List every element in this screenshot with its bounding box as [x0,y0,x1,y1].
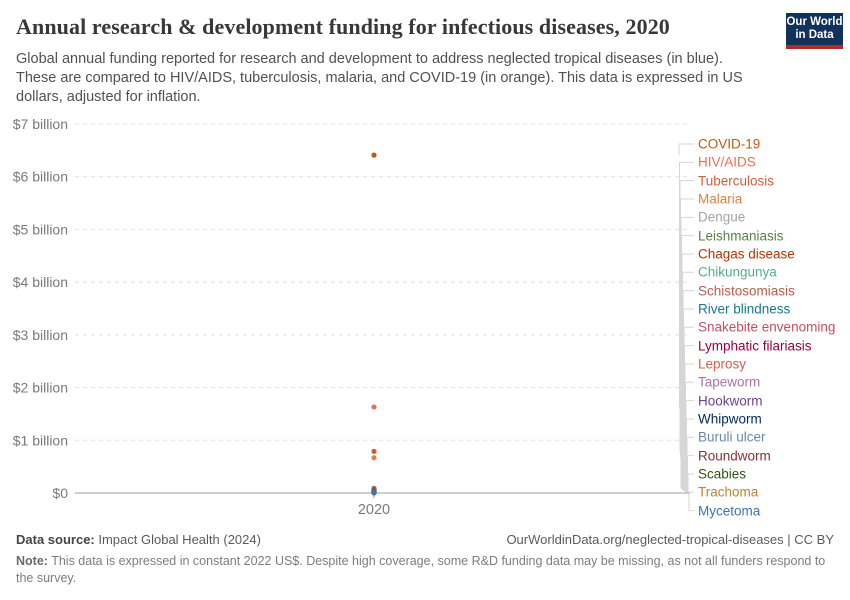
y-axis-tick-label: $3 billion [13,327,68,343]
legend-item-hookworm[interactable]: Hookworm [698,392,763,408]
data-point-malaria[interactable] [371,455,377,461]
legend-item-schistosomiasis[interactable]: Schistosomiasis [698,282,795,298]
chart-note: Note: This data is expressed in constant… [16,553,830,588]
legend-item-trachoma[interactable]: Trachoma [698,484,759,500]
legend-item-whipworm[interactable]: Whipworm [698,411,762,427]
data-source-label: Data source: [16,532,95,547]
data-source: Data source: Impact Global Health (2024) [16,532,261,547]
legend-item-leishmaniasis[interactable]: Leishmaniasis [698,227,784,243]
data-point-mycetoma[interactable] [371,490,377,496]
legend-item-dengue[interactable]: Dengue [698,209,746,225]
legend-leader-line [678,143,694,156]
x-axis-tick-label: 2020 [358,502,390,518]
legend-item-snakebite-envenoming[interactable]: Snakebite envenoming [698,319,836,335]
y-axis-tick-label: $7 billion [13,116,68,132]
legend-item-malaria[interactable]: Malaria [698,191,743,207]
y-axis-tick-label: $5 billion [13,221,68,237]
legend-item-roundworm[interactable]: Roundworm [698,447,771,463]
data-point-tuberculosis[interactable] [371,448,377,454]
legend-leader-line [688,492,694,512]
data-source-value: Impact Global Health (2024) [94,532,261,547]
attribution-link[interactable]: OurWorldinData.org/neglected-tropical-di… [506,532,834,547]
legend-item-hiv-aids[interactable]: HIV/AIDS [698,154,756,170]
owid-logo[interactable]: Our World in Data [786,13,843,49]
data-point-hiv-aids[interactable] [371,404,377,410]
y-axis-tick-label: $1 billion [13,432,68,448]
y-axis-tick-label: $6 billion [13,169,68,185]
legend-leader-line [687,473,694,493]
legend-item-leprosy[interactable]: Leprosy [698,356,747,372]
owid-logo-text: Our World in Data [786,15,843,41]
page-title: Annual research & development funding fo… [16,14,670,39]
legend-item-scabies[interactable]: Scabies [698,466,747,482]
legend-item-buruli-ulcer[interactable]: Buruli ulcer [698,429,766,445]
chart-plot-area: $0 $1 billion $2 billion $3 billion $4 billi… [13,116,694,518]
legend-item-covid-19[interactable]: COVID-19 [698,136,761,152]
data-point-covid-19[interactable] [371,152,377,158]
legend-item-river-blindness[interactable]: River blindness [698,301,791,317]
legend-item-lymphatic-filariasis[interactable]: Lymphatic filariasis [698,337,812,353]
legend-item-mycetoma[interactable]: Mycetoma [698,502,761,518]
legend-item-chikungunya[interactable]: Chikungunya [698,264,777,280]
y-axis-tick-label: $0 [52,485,68,501]
chart-subtitle: Global annual funding reported for resea… [16,51,743,106]
footer: Data source: Impact Global Health (2024)… [16,532,834,547]
y-axis-tick-label: $4 billion [13,274,68,290]
note-value: This data is expressed in constant 2022 … [16,554,826,586]
y-axis-tick-label: $2 billion [13,380,68,396]
legend-item-chagas-disease[interactable]: Chagas disease [698,246,795,262]
legend-item-tapeworm[interactable]: Tapeworm [698,374,761,390]
note-label: Note: [16,554,48,568]
legend-item-tuberculosis[interactable]: Tuberculosis [698,172,775,188]
